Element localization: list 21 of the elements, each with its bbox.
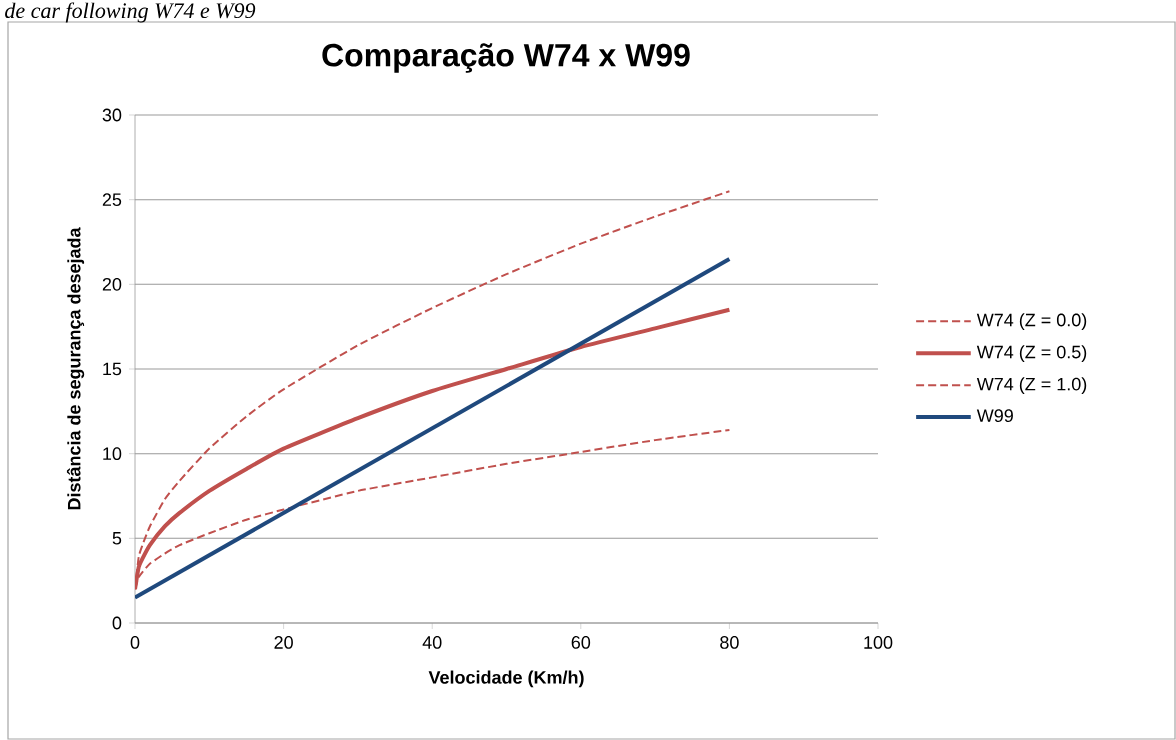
x-axis-title: Velocidade (Km/h) bbox=[428, 670, 584, 688]
y-tick-label: 20 bbox=[102, 277, 122, 291]
x-tick-label: 20 bbox=[274, 636, 293, 649]
x-tick-label: 60 bbox=[571, 636, 591, 649]
y-tick-label: 15 bbox=[103, 362, 122, 376]
legend-label: W74 (Z = 0.5) bbox=[976, 345, 1087, 362]
legend-label: W74 (Z = 0.0) bbox=[976, 313, 1087, 330]
legend-label: W74 (Z = 1.0) bbox=[976, 377, 1087, 395]
y-tick-label: 30 bbox=[102, 108, 122, 122]
text: de car following W74 e W99 bbox=[5, 2, 256, 23]
x-tick-label: 0 bbox=[130, 636, 140, 649]
y-tick-label: 10 bbox=[103, 447, 122, 461]
x-tick-label: 40 bbox=[422, 636, 442, 649]
legend-label: W99 bbox=[976, 409, 1013, 423]
y-tick-label: 0 bbox=[112, 616, 122, 630]
y-tick-label: 25 bbox=[102, 193, 122, 207]
y-tick-label: 5 bbox=[112, 532, 122, 545]
x-tick-label: 80 bbox=[720, 636, 739, 649]
y-axis-title: Distância de segurança desejada bbox=[66, 227, 85, 510]
x-tick-label: 100 bbox=[864, 636, 893, 649]
chart-title: Comparação W74 x W99 bbox=[322, 43, 690, 73]
